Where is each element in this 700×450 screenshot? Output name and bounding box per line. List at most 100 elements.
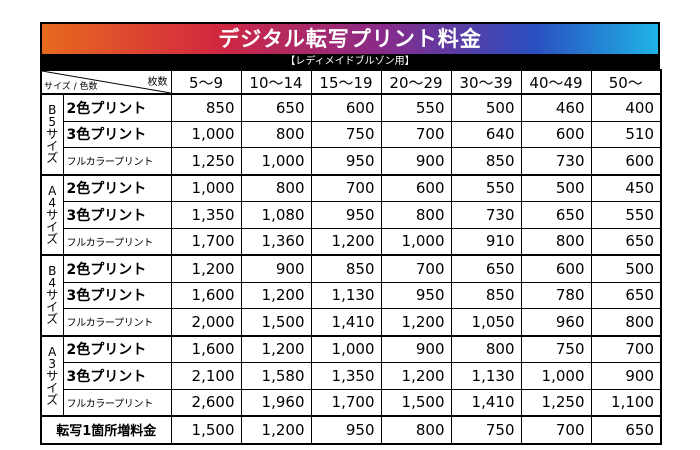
price-cell: 1,080 bbox=[240, 201, 312, 229]
price-cell: 1,350 bbox=[170, 201, 242, 229]
size-group: B 4 サイズ 2色プリント 1,200 900 850 700 650 600 500 3色プリント… bbox=[40, 254, 662, 336]
price-table: サイズ / 色数 枚数 5〜9 10〜14 15〜19 20〜29 30〜39 40〜49… bbox=[40, 69, 662, 445]
print-type-label: 2色プリント bbox=[62, 254, 172, 283]
column-header: 30〜39 bbox=[450, 69, 522, 95]
corner-header-cell: サイズ / 色数 枚数 bbox=[40, 69, 172, 95]
price-cell: 800 bbox=[590, 308, 662, 336]
table-row: B 4 サイズ 2色プリント 1,200 900 850 700 650 600 500 bbox=[40, 254, 662, 336]
table-row: B 5 サイズ 2色プリント 850 650 600 550 500 460 400 bbox=[40, 93, 662, 175]
size-label-char: 4 bbox=[48, 276, 57, 291]
print-type-label: フルカラープリント bbox=[62, 308, 172, 336]
print-type-label: 3色プリント bbox=[62, 201, 172, 229]
footer-row: 転写1箇所増料金 1,500 1,200 950 800 750 700 650 bbox=[40, 415, 662, 444]
price-cell: 500 bbox=[520, 173, 592, 202]
table-row: フルカラープリント 1,250 1,000 950 900 850 730 600 bbox=[41, 147, 662, 175]
column-header: 5〜9 bbox=[170, 69, 242, 95]
price-cell: 1,200 bbox=[170, 254, 242, 283]
price-cell: 600 bbox=[380, 173, 452, 202]
price-cell: 450 bbox=[590, 173, 662, 202]
price-cell: 550 bbox=[380, 93, 452, 122]
price-cell: 700 bbox=[380, 254, 452, 283]
price-cell: 950 bbox=[380, 281, 452, 309]
price-cell: 1,250 bbox=[520, 388, 592, 417]
price-cell: 1,700 bbox=[170, 227, 242, 256]
price-cell: 960 bbox=[520, 308, 592, 336]
price-cell: 1,100 bbox=[590, 388, 662, 417]
price-cell: 910 bbox=[450, 227, 522, 256]
price-cell: 1,600 bbox=[170, 281, 242, 309]
price-cell: 800 bbox=[450, 334, 522, 363]
price-cell: 1,360 bbox=[240, 227, 312, 256]
price-cell: 1,500 bbox=[380, 388, 452, 417]
size-label-char: ズ bbox=[46, 392, 59, 407]
header-row: サイズ / 色数 枚数 5〜9 10〜14 15〜19 20〜29 30〜39 40〜49… bbox=[40, 69, 662, 95]
count-label: 枚数 bbox=[147, 77, 168, 88]
price-cell: 730 bbox=[450, 201, 522, 229]
price-cell: 650 bbox=[520, 201, 592, 229]
size-label-char: ズ bbox=[46, 312, 59, 327]
price-cell: 1,000 bbox=[170, 173, 242, 202]
price-cell: 900 bbox=[380, 147, 452, 175]
price-cell: 700 bbox=[590, 334, 662, 363]
footer-group: 転写1箇所増料金 1,500 1,200 950 800 750 700 650 bbox=[40, 415, 662, 444]
size-label-char: イ bbox=[46, 380, 59, 395]
price-cell: 730 bbox=[520, 147, 592, 175]
size-label-char: 5 bbox=[48, 115, 57, 130]
price-cell: 1,250 bbox=[170, 147, 242, 175]
size-label-char: B bbox=[48, 103, 57, 118]
price-cell: 750 bbox=[520, 334, 592, 363]
column-header: 15〜19 bbox=[310, 69, 382, 95]
print-type-label: フルカラープリント bbox=[62, 227, 172, 256]
price-cell: 640 bbox=[450, 120, 522, 148]
price-cell: 850 bbox=[170, 93, 242, 122]
price-cell: 900 bbox=[240, 254, 312, 283]
price-cell: 1,200 bbox=[240, 281, 312, 309]
size-label-char: 4 bbox=[48, 195, 57, 210]
price-cell: 550 bbox=[590, 201, 662, 229]
price-cell: 1,410 bbox=[450, 388, 522, 417]
price-cell: 600 bbox=[310, 93, 382, 122]
size-group: B 5 サイズ 2色プリント 850 650 600 550 500 460 400 3色プリント 1,… bbox=[40, 93, 662, 175]
price-cell: 900 bbox=[590, 362, 662, 390]
price-cell: 650 bbox=[590, 281, 662, 309]
price-cell: 650 bbox=[240, 93, 312, 122]
table-row: フルカラープリント 2,000 1,500 1,410 1,200 1,050 960 800 bbox=[41, 308, 662, 336]
size-color-label: サイズ / 色数 bbox=[44, 82, 98, 92]
price-cell: 1,000 bbox=[380, 227, 452, 256]
price-cell: 1,350 bbox=[310, 362, 382, 390]
size-label-char: 3 bbox=[48, 356, 57, 371]
price-cell: 700 bbox=[310, 173, 382, 202]
extra-price-cell: 800 bbox=[380, 415, 452, 444]
price-cell: 600 bbox=[520, 120, 592, 148]
table-row: 3色プリント 1,600 1,200 1,130 950 850 780 650 bbox=[41, 281, 662, 309]
price-cell: 800 bbox=[380, 201, 452, 229]
price-cell: 780 bbox=[520, 281, 592, 309]
table-row: 3色プリント 2,100 1,580 1,350 1,200 1,130 1,000 900 bbox=[41, 362, 662, 390]
price-cell: 950 bbox=[310, 147, 382, 175]
size-label-char: ズ bbox=[46, 231, 59, 246]
table-row: A 4 サイズ 2色プリント 1,000 800 700 600 550 500 450 bbox=[40, 173, 662, 256]
price-cell: 1,700 bbox=[310, 388, 382, 417]
size-group: A 4 サイズ 2色プリント 1,000 800 700 600 550 500 450 3色プリント… bbox=[40, 173, 662, 256]
price-cell: 1,000 bbox=[520, 362, 592, 390]
price-cell: 1,200 bbox=[240, 334, 312, 363]
print-type-label: 3色プリント bbox=[62, 281, 172, 309]
price-cell: 1,000 bbox=[170, 120, 242, 148]
price-cell: 1,960 bbox=[240, 388, 312, 417]
price-cell: 500 bbox=[590, 254, 662, 283]
price-cell: 800 bbox=[520, 227, 592, 256]
price-title: デジタル転写プリント料金 bbox=[40, 22, 660, 54]
price-cell: 2,100 bbox=[170, 362, 242, 390]
size-label-char: サ bbox=[46, 127, 59, 142]
price-cell: 650 bbox=[450, 254, 522, 283]
price-cell: 460 bbox=[520, 93, 592, 122]
price-cell: 950 bbox=[310, 201, 382, 229]
price-cell: 2,600 bbox=[170, 388, 242, 417]
size-label-char: A bbox=[48, 183, 57, 198]
table-row: フルカラープリント 2,600 1,960 1,700 1,500 1,410 1,250 1… bbox=[41, 388, 662, 417]
price-cell: 800 bbox=[240, 120, 312, 148]
print-type-label: 3色プリント bbox=[62, 362, 172, 390]
